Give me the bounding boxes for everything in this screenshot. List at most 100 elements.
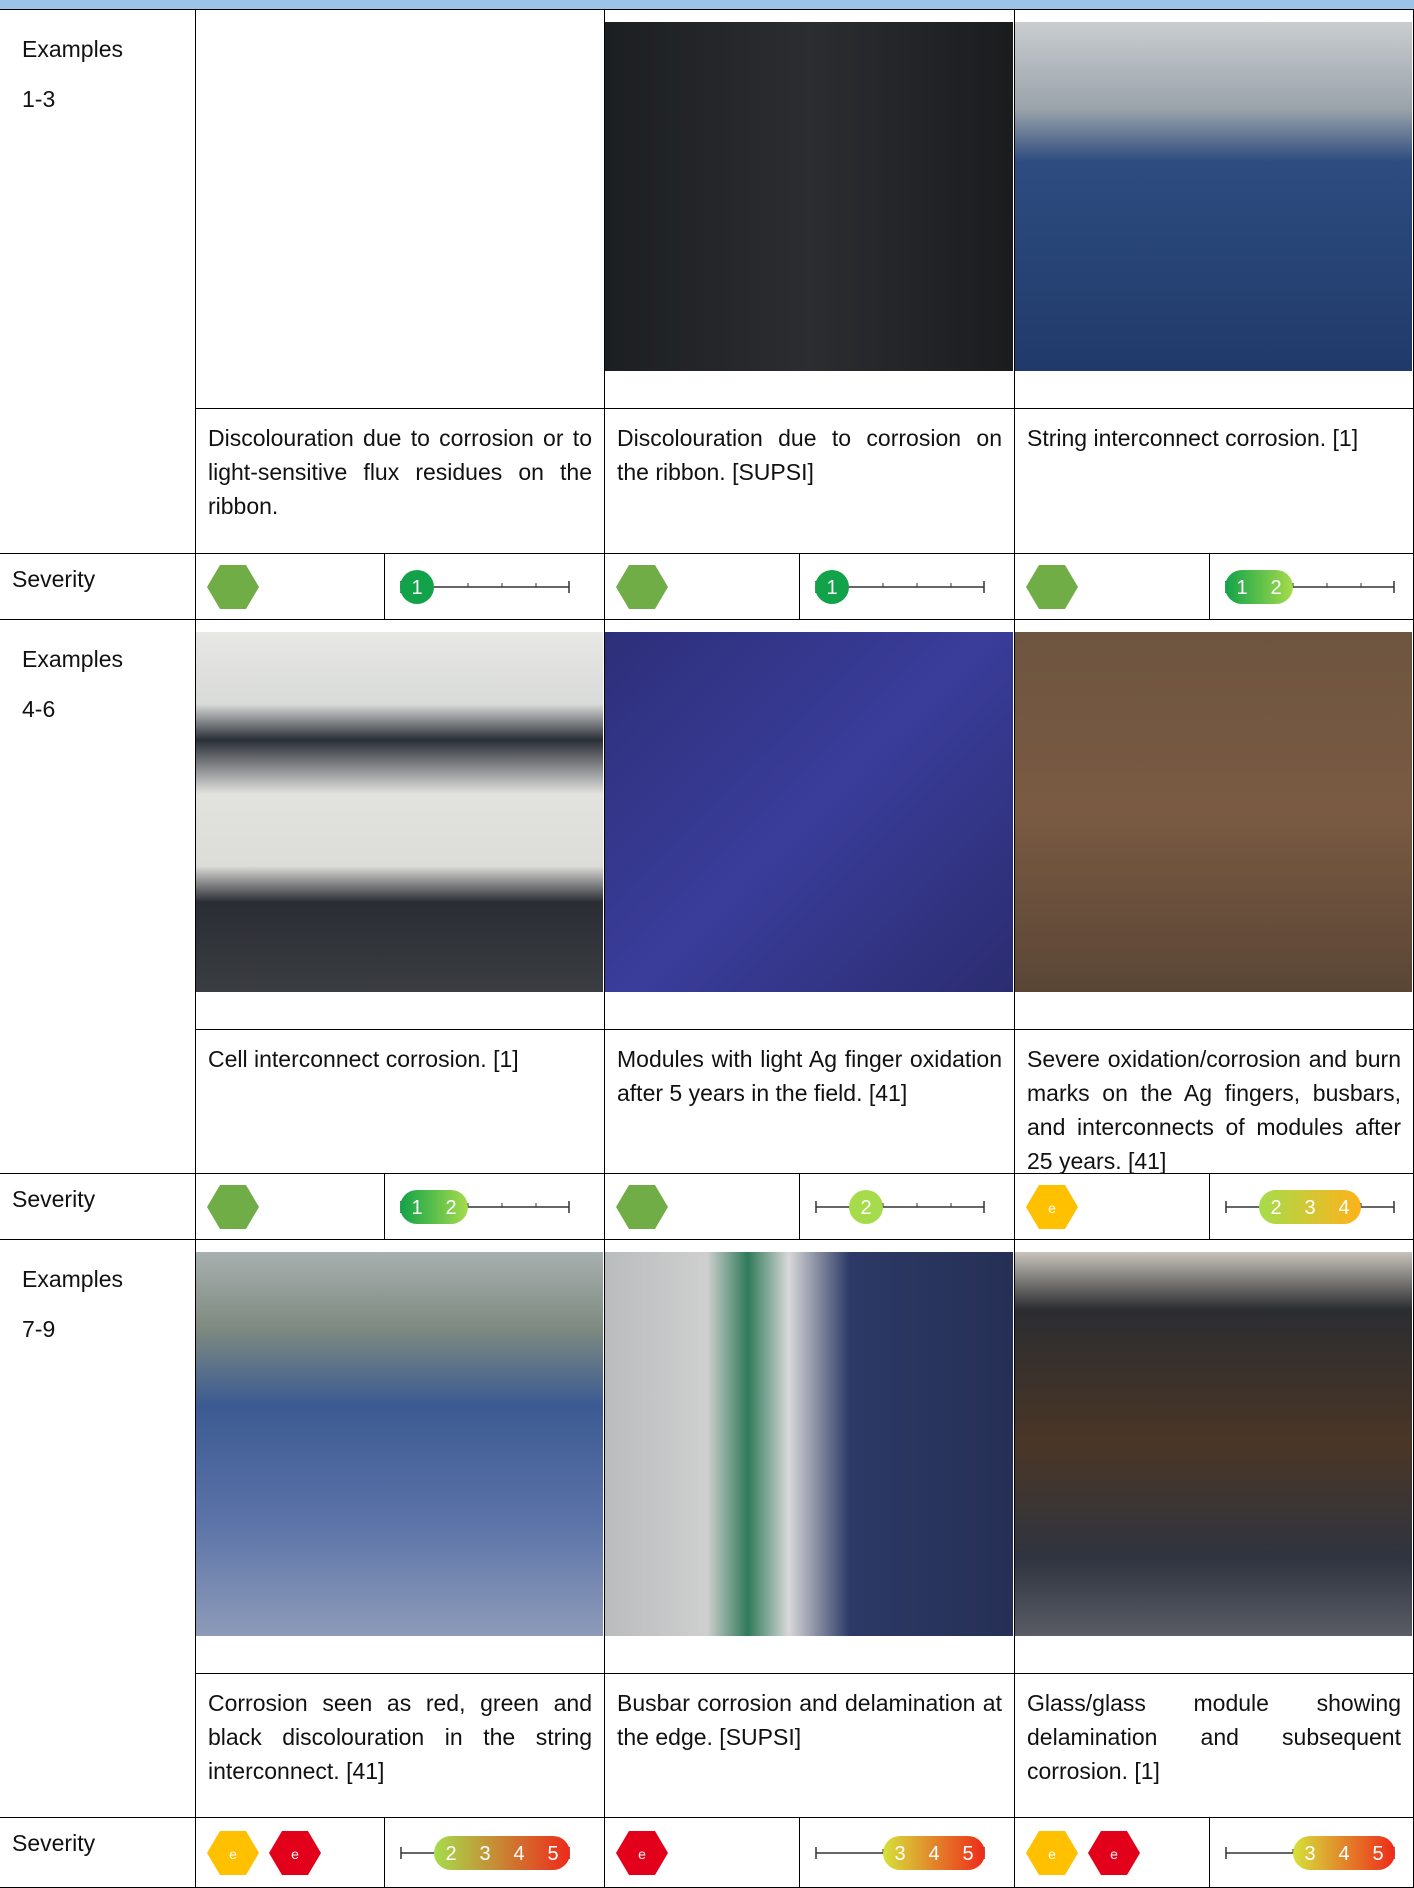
scale-cell: 1 xyxy=(800,554,1015,620)
caption: Discolouration due to corrosion on the r… xyxy=(617,425,1002,485)
label: Examples xyxy=(22,1266,123,1292)
severity-scale: 3 4 5 xyxy=(815,1835,985,1870)
icon-label: e xyxy=(1048,1846,1056,1862)
icon-cell xyxy=(605,1174,800,1240)
scale-number: 2 xyxy=(1270,577,1281,599)
range: 7-9 xyxy=(22,1316,56,1342)
scale-number: 4 xyxy=(1338,1843,1349,1865)
caption-cell: String interconnect corrosion. [1] xyxy=(1015,409,1414,554)
scale-number: 2 xyxy=(445,1843,456,1865)
photo xyxy=(1015,632,1412,992)
caption-cell: Corrosion seen as red, green and black d… xyxy=(196,1674,605,1818)
caption-cell: Modules with light Ag finger oxidation a… xyxy=(605,1030,1015,1174)
photo xyxy=(1015,1252,1412,1636)
scale-number: 1 xyxy=(411,1197,422,1219)
scale-pill xyxy=(815,569,849,604)
hexagon xyxy=(269,1830,321,1875)
row-label: Examples 4-6 xyxy=(0,620,196,1174)
scale-number: 4 xyxy=(928,1843,939,1865)
severity-icon xyxy=(1026,564,1078,609)
severity-scale: 2 3 4 xyxy=(1225,1189,1395,1224)
caption-cell: Busbar corrosion and delamination at the… xyxy=(605,1674,1015,1818)
photo-cell xyxy=(1015,1240,1414,1674)
scale-pill xyxy=(1259,1189,1361,1224)
scale-number: 3 xyxy=(1304,1197,1315,1219)
caption: String interconnect corrosion. [1] xyxy=(1027,425,1359,451)
scale-number: 5 xyxy=(547,1843,558,1865)
range: 4-6 xyxy=(22,696,56,722)
icon-label: e xyxy=(1110,1846,1118,1862)
icon-cell xyxy=(196,554,385,620)
severity-icon: e xyxy=(616,1830,668,1875)
photo-cell xyxy=(196,620,605,1030)
scale-number: 1 xyxy=(826,577,837,599)
scale-number: 2 xyxy=(445,1197,456,1219)
icon-label: e xyxy=(291,1846,299,1862)
severity-scale: 3 4 5 xyxy=(1225,1835,1395,1870)
scale-number: 3 xyxy=(1304,1843,1315,1865)
severity-icon: e xyxy=(269,1830,321,1875)
caption: Cell interconnect corrosion. [1] xyxy=(208,1046,519,1072)
severity-icon: e xyxy=(1026,1184,1078,1229)
scale-pill xyxy=(1293,1835,1395,1870)
scale-pill xyxy=(883,1835,985,1870)
caption-cell: Discolouration due to corrosion on the r… xyxy=(605,409,1015,554)
label: Examples xyxy=(22,646,123,672)
icons xyxy=(196,1174,384,1239)
severity-scale: 1 xyxy=(400,569,570,604)
caption-cell: Severe oxidation/corrosion and burn mark… xyxy=(1015,1030,1414,1174)
severity-scale: 2 3 4 5 xyxy=(400,1835,570,1870)
hexagon xyxy=(616,1830,668,1875)
scale-number: 2 xyxy=(860,1197,871,1219)
severity-icon xyxy=(207,1184,259,1229)
icons xyxy=(605,1174,799,1239)
icon-cell: e xyxy=(1015,1174,1210,1240)
label: Examples xyxy=(22,36,123,62)
caption: Glass/glass module showing delamination … xyxy=(1027,1690,1401,1784)
icon-label: e xyxy=(638,1846,646,1862)
scale-number: 2 xyxy=(1270,1197,1281,1219)
photo-cell xyxy=(605,1240,1015,1674)
hexagon xyxy=(207,1184,259,1229)
caption-cell: Discolouration due to corrosion or to li… xyxy=(196,409,605,554)
icon-label: e xyxy=(1048,1200,1056,1216)
photo-cell xyxy=(196,10,605,409)
scale-cell: 2 3 4 5 xyxy=(385,1818,605,1888)
photo xyxy=(605,1252,1013,1636)
row-label: Examples 7-9 xyxy=(0,1240,196,1818)
scale-pill xyxy=(400,1189,468,1224)
severity-icon: e xyxy=(1026,1830,1078,1875)
caption: Discolouration due to corrosion or to li… xyxy=(208,425,592,519)
row-label: Examples 1-3 xyxy=(0,10,196,554)
scale-number: 1 xyxy=(1236,577,1247,599)
hexagon xyxy=(207,1830,259,1875)
header-bar xyxy=(0,0,1414,10)
scale-cell: 3 4 5 xyxy=(800,1818,1015,1888)
photo xyxy=(605,632,1013,992)
icons: e xyxy=(605,1818,799,1887)
scale-pill xyxy=(434,1835,570,1870)
caption-cell: Glass/glass module showing delamination … xyxy=(1015,1674,1414,1818)
scale-pill xyxy=(400,569,434,604)
photo-cell xyxy=(1015,620,1414,1030)
caption-cell: Cell interconnect corrosion. [1] xyxy=(196,1030,605,1174)
severity-label: Severity xyxy=(0,1174,196,1240)
hexagon xyxy=(1026,564,1078,609)
icons xyxy=(196,554,384,619)
scale-number: 4 xyxy=(513,1843,524,1865)
photo-cell xyxy=(605,10,1015,409)
scale-number: 1 xyxy=(411,577,422,599)
hexagon xyxy=(207,564,259,609)
hexagon xyxy=(1088,1830,1140,1875)
hexagon xyxy=(1026,1184,1078,1229)
icon-cell xyxy=(1015,554,1210,620)
photo xyxy=(196,632,603,992)
range: 1-3 xyxy=(22,86,56,112)
